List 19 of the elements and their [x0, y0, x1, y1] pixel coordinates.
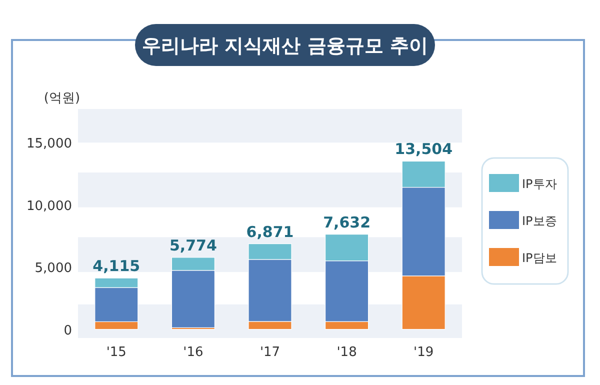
x-tick-label: '15 [106, 345, 126, 360]
total-label: 4,115 [92, 257, 140, 276]
legend-label: IP담보 [522, 251, 557, 265]
total-label: 7,632 [323, 213, 371, 232]
x-tick-label: '16 [183, 345, 204, 360]
total-label: 6,871 [246, 222, 294, 241]
legend-label: IP투자 [522, 177, 557, 191]
y-axis-title: (억원) [44, 91, 80, 106]
x-tick-label: '17 [260, 345, 280, 360]
chart-title: 우리나라 지식재산 금융규모 추이 [142, 35, 428, 57]
y-tick-label: 0 [64, 323, 72, 338]
x-tick-label: '19 [414, 345, 434, 360]
y-tick-label: 10,000 [26, 198, 72, 214]
total-label: 13,504 [394, 140, 453, 158]
total-label: 5,774 [169, 236, 217, 254]
x-tick-label: '18 [336, 345, 357, 360]
legend-label: IP보증 [522, 214, 557, 228]
y-tick-label: 15,000 [26, 136, 72, 152]
y-tick-label: 5,000 [34, 261, 72, 276]
